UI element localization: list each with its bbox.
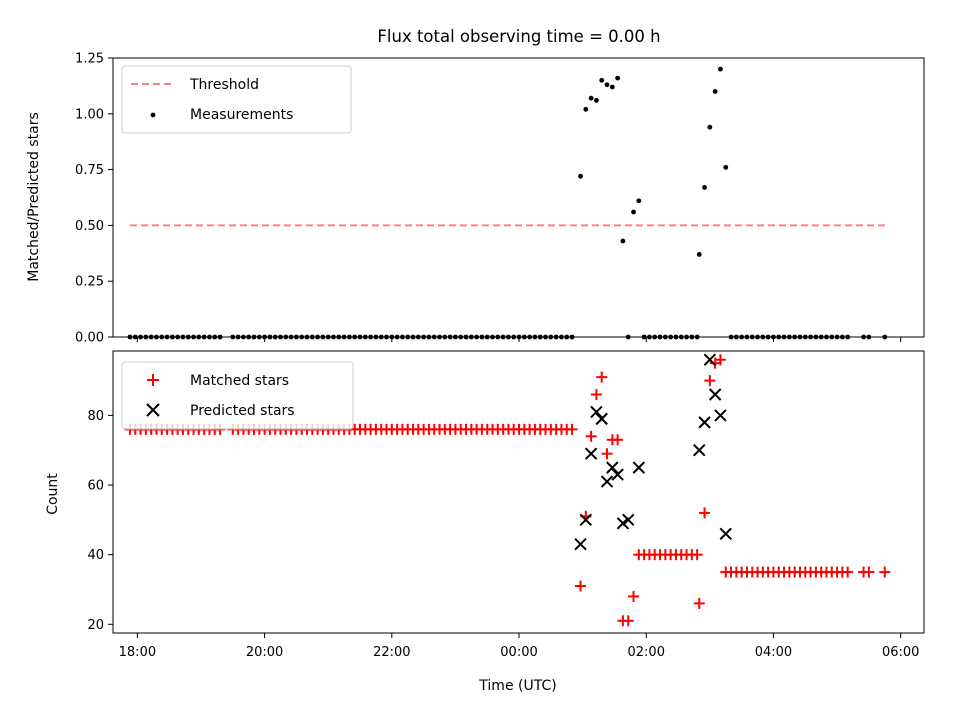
predicted-star-point — [606, 461, 619, 474]
predicted-star-point — [698, 416, 711, 429]
predicted-star-point — [708, 388, 722, 401]
bottom-x-ticks: 18:00 20:00 22:00 00:00 02:00 04:00 06:00 — [119, 633, 919, 660]
predicted-star-point — [714, 409, 727, 422]
predicted-star-point — [579, 513, 593, 527]
bottom-x-tick-label: 18:00 — [119, 645, 156, 660]
bottom-x-tick-label: 22:00 — [373, 645, 410, 660]
top-legend: Threshold Measurements — [121, 65, 352, 134]
matched-star-point — [585, 430, 597, 442]
matched-star-point — [566, 423, 578, 435]
matched-star-point — [575, 580, 587, 592]
matched-star-point — [601, 448, 613, 460]
legend-measurements-label: Measurements — [190, 107, 293, 123]
legend-predicted-swatch — [146, 403, 160, 417]
bottom-legend: Matched stars Predicted stars — [121, 361, 354, 430]
matched-star-point — [699, 507, 711, 519]
matched-star-point — [842, 566, 854, 578]
predicted-star-point — [590, 405, 603, 419]
predicted-star-point — [611, 468, 624, 481]
measurement-point — [588, 95, 594, 101]
measurement-point — [620, 238, 626, 244]
top-y-tick-label: 0.25 — [75, 275, 104, 290]
matched-star-point — [622, 615, 634, 627]
predicted-star-point — [584, 447, 598, 460]
bottom-x-tick-label: 04:00 — [755, 645, 792, 660]
matched-star-point — [704, 375, 716, 387]
measurement-point — [718, 66, 723, 72]
matched-star-point — [693, 597, 705, 609]
matched-star-point — [596, 371, 608, 383]
bottom-y-axis-label: Count — [45, 473, 61, 515]
matched-star-point — [612, 434, 624, 446]
predicted-star-point — [600, 475, 614, 488]
measurement-point — [712, 89, 718, 94]
top-y-axis-label: Matched/Predicted stars — [26, 112, 42, 282]
bottom-x-tick-label: 20:00 — [246, 645, 283, 660]
bottom-panel: Count Time (UTC) 20 40 60 80 18:00 20:00 22:0… — [45, 350, 925, 694]
predicted-star-point — [595, 412, 608, 426]
measurement-point — [696, 252, 702, 257]
top-plot-frame — [112, 57, 925, 338]
measurement-point — [615, 75, 621, 81]
matched-star-point — [863, 566, 875, 578]
measurement-point — [636, 198, 642, 204]
measurement-point — [583, 106, 589, 112]
predicted-stars-points — [574, 353, 732, 551]
top-y-ticks: 0.00 0.25 0.50 0.75 1.00 1.25 — [75, 52, 113, 346]
top-legend-box — [121, 65, 352, 134]
top-y-tick-label: 0.75 — [75, 163, 104, 178]
measurement-point — [707, 124, 713, 130]
bottom-x-tick-label: 02:00 — [628, 645, 665, 660]
top-y-tick-label: 0.00 — [75, 331, 104, 346]
predicted-star-point — [574, 538, 587, 551]
bottom-y-tick-label: 20 — [87, 618, 104, 633]
measurement-point — [604, 82, 610, 88]
chart-title: Flux total observing time = 0.00 h — [377, 27, 660, 46]
predicted-star-point — [632, 461, 646, 474]
matched-star-point — [879, 566, 891, 578]
legend-measurements-swatch — [150, 112, 156, 118]
measurement-point — [609, 84, 615, 90]
top-y-tick-label: 1.25 — [75, 52, 104, 67]
legend-matched-swatch — [147, 374, 159, 386]
bottom-y-ticks: 20 40 60 80 — [87, 409, 113, 633]
measurement-point — [631, 209, 636, 215]
top-y-tick-label: 0.50 — [75, 219, 104, 234]
matched-star-point — [691, 549, 703, 561]
measurement-point — [578, 173, 583, 179]
bottom-x-tick-label: 00:00 — [500, 645, 537, 660]
x-axis-label: Time (UTC) — [478, 678, 556, 694]
bottom-y-tick-label: 80 — [87, 409, 104, 424]
bottom-plot-frame — [112, 350, 925, 634]
bottom-x-tick-label: 06:00 — [882, 645, 919, 660]
measurement-point — [723, 164, 729, 170]
measurement-point — [702, 185, 707, 190]
predicted-star-point — [616, 517, 630, 530]
measurement-point — [594, 98, 599, 103]
legend-threshold-label: Threshold — [189, 77, 259, 93]
predicted-star-point — [719, 527, 732, 540]
matched-star-point — [590, 389, 602, 401]
top-y-tick-label: 1.00 — [75, 107, 104, 122]
matched-star-point — [628, 590, 640, 602]
bottom-y-tick-label: 60 — [87, 479, 104, 494]
measurement-point — [599, 77, 605, 83]
bottom-y-tick-label: 40 — [87, 548, 104, 563]
predicted-star-point — [703, 353, 717, 366]
predicted-star-point — [693, 444, 706, 457]
matched-star-point — [714, 354, 726, 366]
top-panel: Flux total observing time = 0.00 h Match… — [26, 27, 925, 346]
legend-predicted-label: Predicted stars — [190, 403, 295, 419]
bottom-legend-box — [121, 361, 354, 430]
legend-matched-label: Matched stars — [190, 373, 289, 389]
predicted-star-point — [622, 513, 635, 527]
